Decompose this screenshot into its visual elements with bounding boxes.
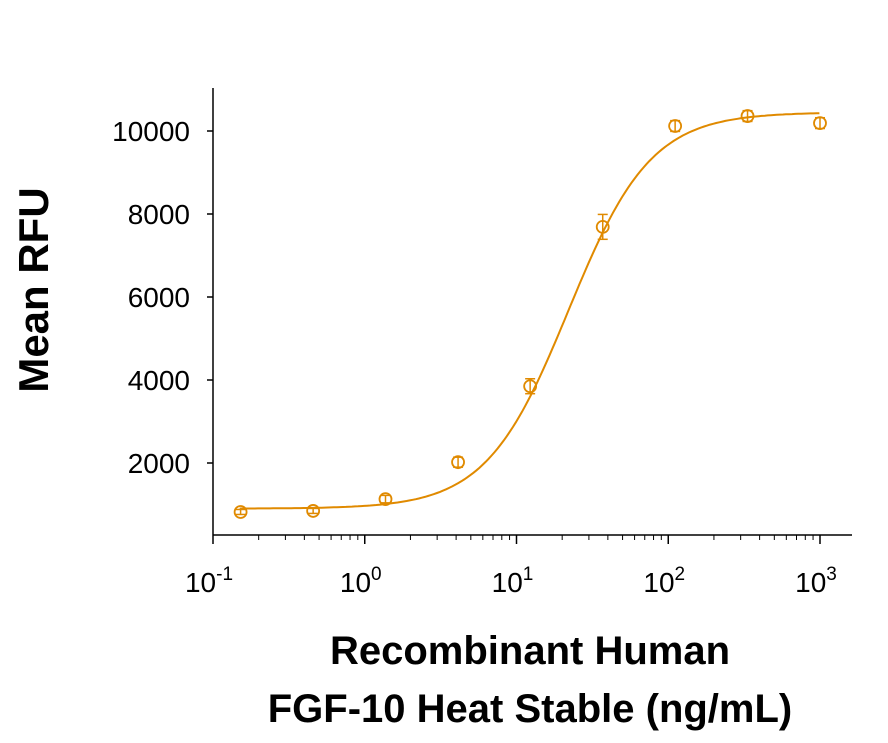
x-tick-label: 101 [492, 564, 534, 598]
x-axis-label-line1: Recombinant Human [330, 629, 730, 673]
data-point [668, 119, 683, 133]
data-point [523, 379, 538, 394]
x-tick-label: 10-1 [185, 564, 233, 598]
y-tick-label: 6000 [128, 282, 190, 313]
data-point [813, 116, 827, 131]
y-tick-label: 10000 [112, 116, 190, 147]
x-tick-label: 102 [643, 564, 685, 598]
data-point [378, 492, 393, 507]
ticks: 10-1 100 101 102 103 2000 4000 6000 8000 10000 [112, 116, 837, 598]
data-points [233, 109, 827, 519]
x-axis-label-line2: FGF-10 Heat Stable (ng/mL) [268, 687, 793, 731]
data-point [233, 505, 248, 519]
x-tick-label: 103 [795, 564, 837, 598]
y-axis-label: Mean RFU [10, 187, 57, 392]
y-tick-label: 4000 [128, 365, 190, 396]
x-tick-label: 100 [340, 564, 382, 598]
y-tick-label: 8000 [128, 199, 190, 230]
data-point [740, 109, 755, 123]
axes [212, 88, 852, 536]
data-point [306, 504, 321, 518]
fit-curve [239, 112, 820, 510]
data-point [595, 219, 610, 234]
y-tick-label: 2000 [128, 448, 190, 479]
data-point [451, 455, 465, 470]
